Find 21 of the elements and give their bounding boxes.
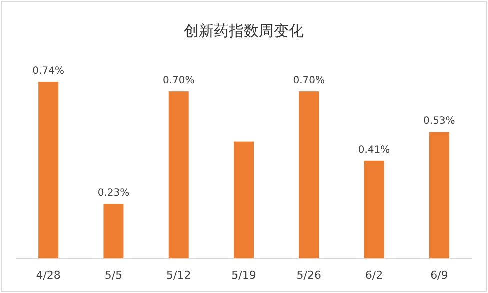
x-tick-label: 5/12	[166, 269, 192, 282]
x-tick-label: 5/5	[104, 269, 123, 282]
bar	[168, 92, 189, 259]
bar	[38, 82, 59, 259]
data-label: 0.70%	[293, 76, 326, 87]
bar	[364, 160, 384, 259]
data-label: 0.53%	[424, 116, 456, 128]
bar	[104, 204, 124, 259]
data-label: 0.23%	[98, 188, 130, 199]
bar	[234, 142, 254, 259]
bar	[299, 92, 320, 259]
bar	[429, 132, 450, 259]
x-tick-label: 5/19	[232, 269, 256, 282]
chart-title: 创新药指数周变化	[184, 22, 304, 40]
data-label: 0.74%	[32, 66, 64, 77]
x-tick-label: 6/9	[430, 269, 448, 282]
x-tick-label: 5/26	[296, 269, 322, 282]
x-tick-label: 4/28	[36, 269, 61, 282]
data-label: 0.41%	[358, 144, 390, 156]
x-tick-label: 6/2	[365, 269, 384, 282]
data-label: 0.70%	[162, 76, 195, 87]
